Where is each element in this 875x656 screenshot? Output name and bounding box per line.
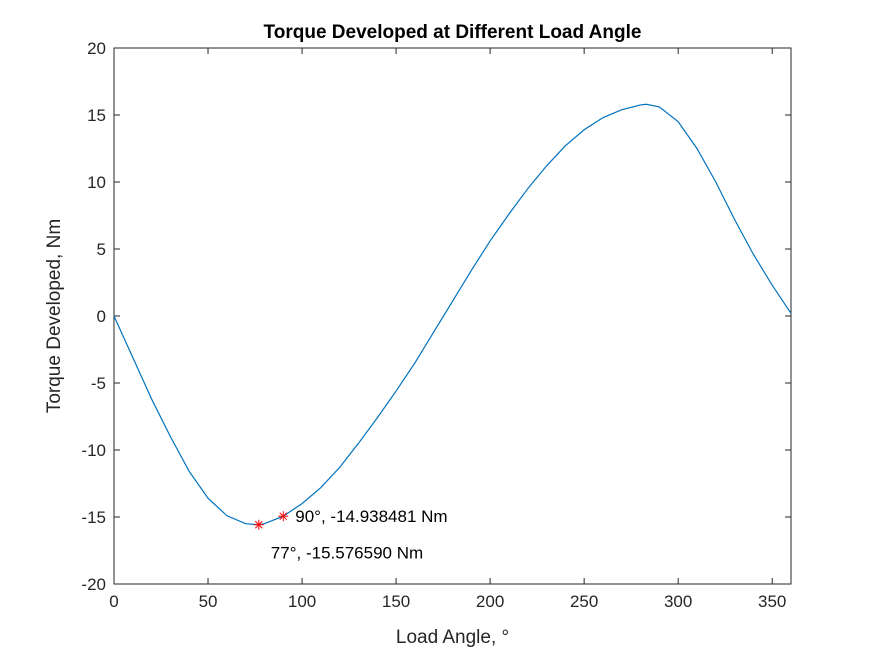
x-tick-label: 250 [570, 592, 598, 611]
chart-title: Torque Developed at Different Load Angle [264, 22, 642, 43]
y-tick-label: 5 [97, 240, 106, 259]
x-tick-label: 100 [288, 592, 316, 611]
torque-series-line [113, 103, 792, 526]
y-tick-label: -15 [81, 508, 106, 527]
x-axis: 0 50 100 150 200 250 300 350 [109, 48, 786, 611]
x-axis-label: Load Angle, ° [396, 627, 509, 648]
plot-area [113, 47, 792, 585]
x-tick-label: 350 [758, 592, 786, 611]
y-tick-label: 20 [87, 39, 106, 58]
y-tick-label: 10 [87, 173, 106, 192]
y-axis-label: Torque Developed, Nm [44, 219, 65, 413]
y-tick-label: -5 [91, 374, 106, 393]
y-tick-label: 15 [87, 106, 106, 125]
x-tick-label: 0 [109, 592, 118, 611]
marker-point [278, 511, 289, 522]
x-tick-label: 200 [476, 592, 504, 611]
marker-label: 77°, -15.576590 Nm [271, 544, 423, 563]
x-tick-label: 50 [199, 592, 218, 611]
y-tick-label: 0 [97, 307, 106, 326]
y-axis: 20 15 10 5 0 -5 -10 -15 -20 [81, 39, 791, 594]
x-tick-label: 300 [664, 592, 692, 611]
y-tick-label: -10 [81, 441, 106, 460]
marker-group: 77°, -15.576590 Nm 90°, -14.938481 Nm [253, 507, 448, 563]
marker-label: 90°, -14.938481 Nm [295, 507, 447, 526]
y-tick-label: -20 [81, 575, 106, 594]
axes-box [113, 47, 792, 585]
marker-point [253, 519, 264, 530]
x-tick-label: 150 [382, 592, 410, 611]
